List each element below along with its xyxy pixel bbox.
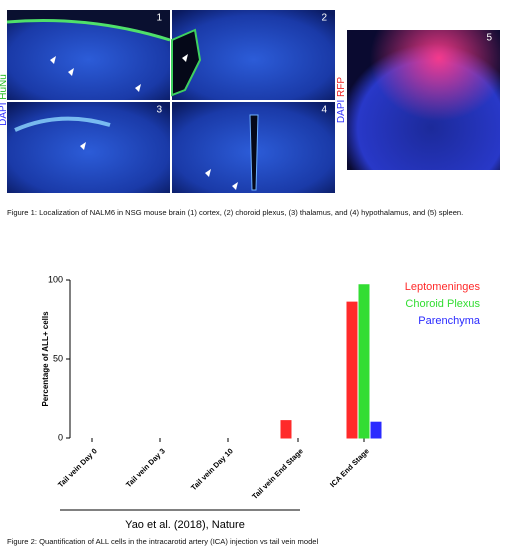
- stain-label: DAPI RFP: [336, 77, 347, 123]
- panel-image: [7, 10, 170, 40]
- panel-image: [249, 114, 259, 191]
- x-tick-label: Tail vein End Stage: [250, 446, 305, 501]
- legend-entry: Leptomeninges: [405, 281, 481, 293]
- y-tick-label: 100: [48, 274, 63, 284]
- bar: [280, 420, 292, 439]
- caption: Figure 1: Localization of NALM6 in NSG m…: [7, 208, 463, 217]
- y-axis-label: Percentage of ALL+ cells: [41, 311, 50, 407]
- x-tick-label: Tail vein Day 0: [56, 446, 99, 489]
- bar: [358, 284, 370, 439]
- panel-image: [347, 30, 500, 170]
- stain: HuNu: [0, 74, 9, 100]
- panel-image: [6, 18, 171, 42]
- x-tick-label: Tail vein Day 3: [124, 446, 167, 489]
- panel-image: [171, 28, 202, 97]
- y-tick-label: 0: [58, 432, 63, 442]
- panel-image: [7, 102, 170, 193]
- bar: [370, 421, 382, 439]
- legend-entry: Parenchyma: [418, 315, 481, 327]
- arrows: [50, 54, 238, 190]
- stain: DAPI: [0, 103, 9, 126]
- stain: RFP: [336, 77, 347, 97]
- y-tick-label: 50: [53, 353, 63, 363]
- panel-number: 4: [321, 105, 327, 116]
- panel-number: 1: [156, 13, 162, 24]
- micrographs: 1 2 3 4 5 DAPI HuNu DAPI RFP Figure 1: L…: [0, 10, 500, 217]
- panel-number: 5: [486, 33, 492, 44]
- caption: Figure 2: Quantification of ALL cells in…: [7, 537, 319, 546]
- legend-entry: Choroid Plexus: [405, 298, 480, 310]
- stain-label: DAPI HuNu: [0, 74, 9, 126]
- bar: [346, 301, 358, 439]
- x-tick-label: ICA End Stage: [328, 446, 371, 489]
- panel-image: [14, 116, 111, 132]
- panel-number: 3: [156, 105, 162, 116]
- panel-number: 2: [321, 13, 327, 24]
- x-tick-label: Tail vein Day 10: [189, 446, 235, 492]
- stain: DAPI: [336, 100, 347, 123]
- group-label: Yao et al. (2018), Nature: [125, 519, 245, 531]
